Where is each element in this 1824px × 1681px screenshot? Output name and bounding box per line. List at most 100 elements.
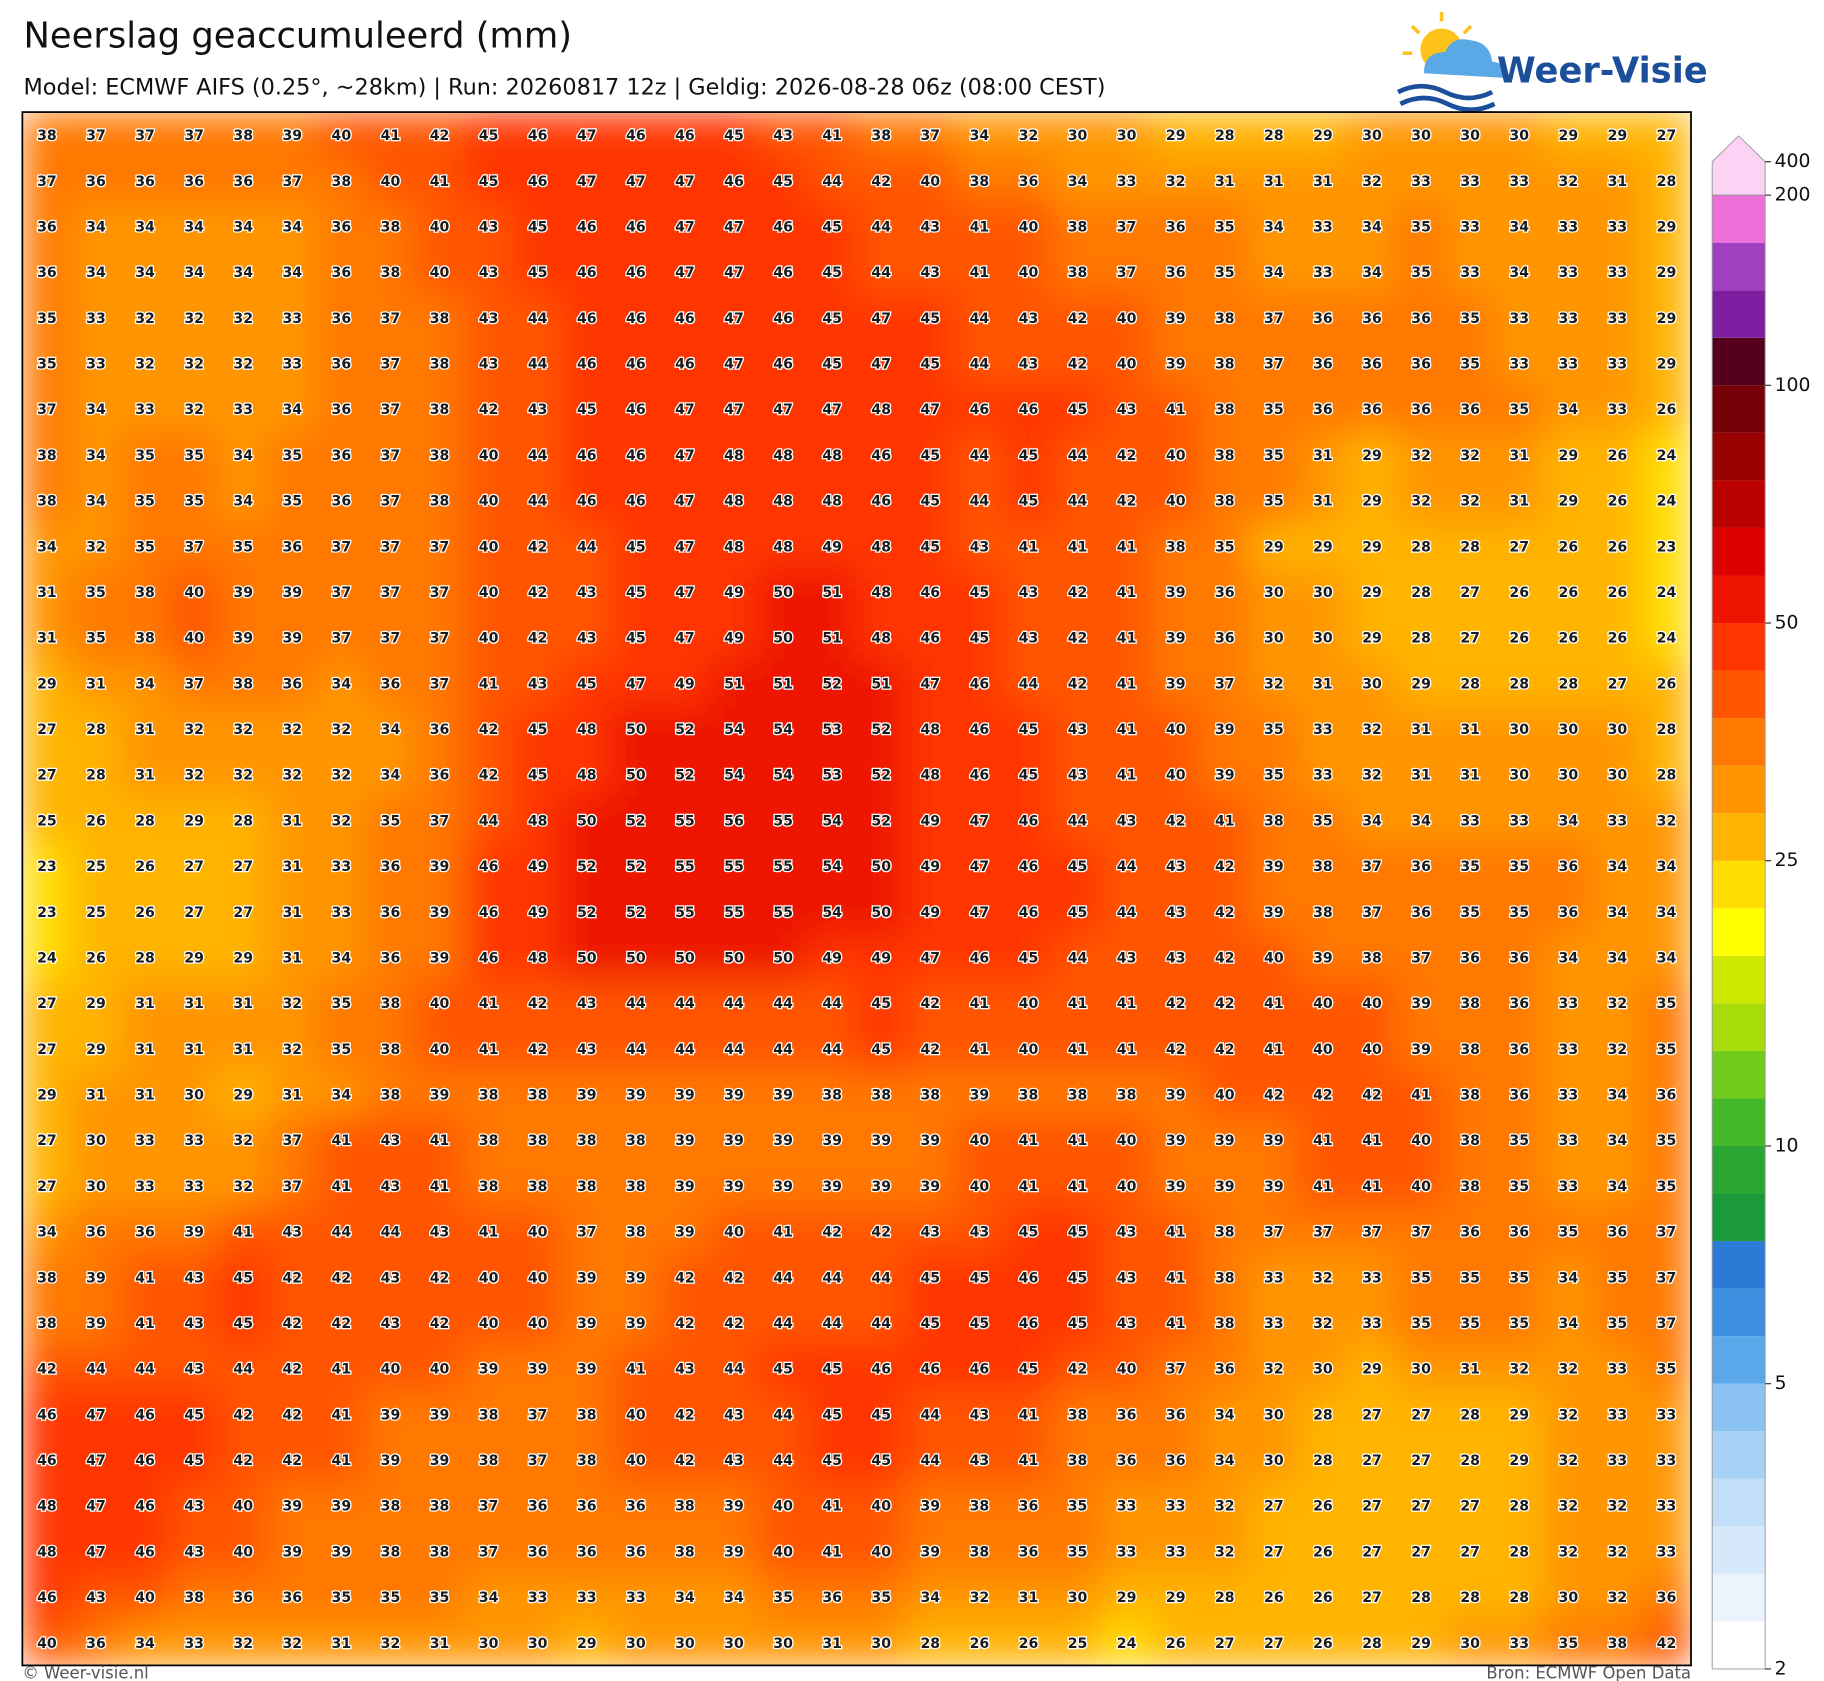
precip-cell — [1101, 157, 1152, 205]
precip-cell — [1395, 1070, 1447, 1118]
precip-cell — [1445, 1025, 1496, 1073]
cell-value: 23 — [37, 905, 57, 921]
cell-value: 27 — [1657, 128, 1677, 144]
cell-value: 54 — [773, 768, 793, 784]
cell-value: 28 — [920, 1636, 940, 1652]
precip-cell — [1052, 1390, 1103, 1438]
precip-cell — [1199, 1482, 1250, 1529]
cell-value: 36 — [332, 448, 352, 464]
cell-value: 27 — [1362, 1407, 1382, 1423]
precip-cell — [1395, 568, 1447, 616]
precip-cell — [708, 294, 760, 342]
precip-cell — [659, 1482, 711, 1529]
cell-value: 31 — [86, 1088, 106, 1104]
precip-cell — [267, 796, 318, 844]
precip-cell — [365, 1345, 416, 1392]
precip-cell — [365, 614, 416, 661]
precip-cell — [22, 157, 73, 205]
cell-value: 43 — [970, 1407, 990, 1423]
precip-cell — [365, 248, 416, 296]
cell-value: 38 — [528, 1088, 548, 1104]
precip-cell — [659, 385, 711, 433]
cell-value: 30 — [1509, 722, 1529, 738]
precip-cell — [414, 522, 465, 570]
precip-cell — [218, 842, 269, 890]
cell-value: 47 — [675, 448, 695, 464]
cell-value: 32 — [1559, 1362, 1579, 1378]
cell-value: 45 — [1019, 1225, 1039, 1241]
precip-cell — [267, 933, 318, 981]
cell-value: 33 — [233, 402, 253, 418]
precip-cell — [1445, 1162, 1496, 1210]
precip-cell — [905, 1253, 956, 1301]
precip-cell — [659, 431, 711, 479]
cell-value: 45 — [1019, 722, 1039, 738]
precip-cell — [1101, 1527, 1152, 1575]
cell-value: 36 — [135, 174, 155, 190]
cell-value: 39 — [626, 1270, 646, 1286]
precip-cell — [659, 476, 711, 524]
cell-value: 40 — [479, 494, 499, 510]
cell-value: 35 — [1559, 1225, 1579, 1241]
precip-cell — [316, 294, 367, 342]
cell-value: 42 — [528, 996, 548, 1012]
precip-cell — [218, 202, 269, 250]
cell-value: 30 — [1559, 722, 1579, 738]
precip-cell — [954, 1116, 1005, 1164]
precip-cell — [22, 705, 73, 753]
cell-value: 30 — [479, 1636, 499, 1652]
precip-cell — [218, 705, 269, 753]
precip-cell — [1395, 1390, 1447, 1438]
precip-cell — [807, 202, 858, 250]
precip-cell — [1395, 385, 1447, 433]
cell-value: 30 — [1362, 128, 1382, 144]
cell-value: 34 — [135, 676, 155, 692]
precip-cell — [1150, 888, 1201, 936]
precip-cell — [463, 522, 514, 570]
precip-cell — [1395, 202, 1447, 250]
precip-cell — [1248, 1070, 1299, 1118]
cell-value: 27 — [1411, 1453, 1431, 1469]
precip-cell — [169, 339, 220, 387]
cell-value: 33 — [1608, 265, 1628, 281]
precip-cell — [1543, 1116, 1594, 1164]
cell-value: 43 — [1019, 631, 1039, 647]
cell-value: 41 — [1019, 1407, 1039, 1423]
precip-cell — [1543, 1207, 1594, 1255]
cell-value: 47 — [675, 265, 695, 281]
precip-cell — [70, 1116, 122, 1164]
precip-cell — [1199, 339, 1250, 387]
cell-value: 36 — [1509, 1088, 1529, 1104]
precip-cell — [1494, 157, 1545, 205]
precip-cell — [1297, 157, 1349, 205]
cell-value: 35 — [1264, 768, 1284, 784]
cell-value: 46 — [970, 676, 990, 692]
precip-cell — [807, 933, 858, 981]
cell-value: 38 — [871, 128, 891, 144]
cell-value: 36 — [332, 311, 352, 327]
precip-cell — [512, 1345, 563, 1392]
precip-cell — [1101, 1253, 1152, 1301]
precip-cell — [1150, 522, 1201, 570]
cell-value: 45 — [822, 357, 842, 373]
precip-cell — [757, 112, 809, 159]
cell-value: 40 — [479, 585, 499, 601]
cell-value: 45 — [1068, 1270, 1088, 1286]
cell-value: 29 — [1264, 539, 1284, 555]
precip-cell — [365, 751, 416, 798]
cell-value: 39 — [430, 905, 450, 921]
cell-value: 36 — [1509, 950, 1529, 966]
precip-cell — [119, 888, 171, 936]
cell-value: 37 — [1264, 311, 1284, 327]
cell-value: 42 — [1215, 996, 1235, 1012]
cell-value: 43 — [1166, 950, 1186, 966]
precip-cell — [856, 1025, 907, 1073]
precip-cell — [267, 1299, 318, 1347]
cell-value: 34 — [1362, 813, 1382, 829]
precip-cell — [267, 112, 318, 159]
cell-value: 37 — [381, 494, 401, 510]
precip-cell — [610, 933, 661, 981]
precip-cell — [954, 1025, 1005, 1073]
precip-cell — [267, 1527, 318, 1575]
cell-value: 28 — [1559, 676, 1579, 692]
